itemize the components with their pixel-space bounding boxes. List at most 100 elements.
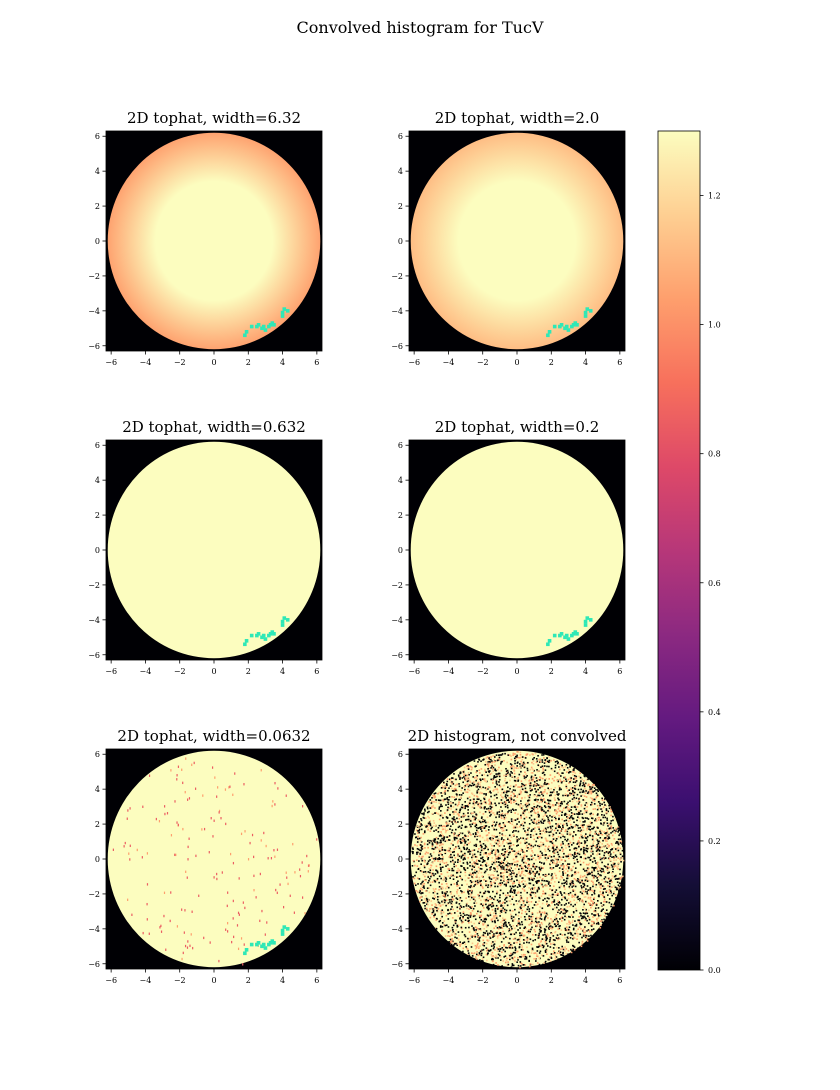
speckle-mark (519, 753, 522, 756)
speckle-mark (615, 855, 618, 858)
speckle-mark (473, 853, 476, 856)
speckle-mark (450, 802, 453, 804)
speckle-mark (574, 851, 576, 854)
speckle-mark (617, 843, 620, 846)
speckle-mark (497, 948, 500, 950)
speckle-mark (531, 915, 534, 918)
speckle-mark (595, 833, 598, 835)
speckle-mark (434, 824, 437, 827)
speckle-mark (259, 872, 261, 876)
speckle-mark (584, 841, 587, 843)
speckle-mark (552, 942, 555, 945)
speckle-mark (450, 874, 453, 877)
speckle-mark (575, 775, 578, 778)
speckle-mark (483, 935, 485, 938)
speckle-mark (585, 796, 588, 798)
speckle-mark (596, 839, 599, 841)
speckle-mark (461, 890, 463, 893)
speckle-mark (566, 807, 569, 809)
speckle-mark (516, 818, 519, 820)
speckle-mark (471, 823, 474, 825)
speckle-mark (460, 926, 463, 929)
speckle-mark (487, 848, 489, 851)
speckle-mark (482, 887, 484, 889)
speckle-mark (617, 857, 620, 859)
speckle-mark (591, 923, 593, 926)
speckle-mark (464, 919, 467, 922)
speckle-mark (421, 885, 424, 887)
speckle-mark (512, 792, 515, 795)
speckle-mark (572, 916, 574, 918)
speckle-mark (490, 881, 493, 884)
speckle-mark (464, 779, 467, 782)
speckle-mark (570, 809, 572, 811)
speckle-mark (571, 881, 573, 884)
speckle-mark (443, 875, 446, 878)
speckle-mark (574, 924, 577, 927)
speckle-mark (487, 852, 490, 855)
speckle-mark (441, 866, 444, 868)
speckle-mark (506, 957, 508, 960)
speckle-mark (497, 850, 500, 852)
speckle-mark (433, 796, 435, 799)
speckle-mark (523, 763, 526, 766)
speckle-mark (294, 871, 296, 874)
speckle-mark (514, 867, 517, 870)
speckle-mark (592, 898, 595, 901)
speckle-mark (163, 891, 166, 895)
speckle-mark (485, 780, 487, 783)
speckle-mark (253, 855, 255, 859)
speckle-mark (429, 881, 432, 884)
speckle-mark (428, 856, 431, 859)
speckle-mark (532, 778, 535, 781)
speckle-mark (438, 850, 441, 853)
speckle-mark (572, 944, 574, 947)
speckle-mark (492, 960, 494, 962)
speckle-mark (465, 905, 468, 907)
speckle-mark (488, 811, 491, 814)
speckle-mark (499, 824, 502, 827)
speckle-mark (576, 901, 578, 904)
speckle-mark (545, 782, 547, 785)
speckle-mark (493, 927, 495, 930)
speckle-mark (479, 928, 482, 930)
speckle-mark (441, 815, 444, 817)
speckle-mark (449, 847, 451, 850)
speckle-mark (580, 856, 582, 858)
speckle-mark (514, 960, 516, 963)
speckle-mark (574, 932, 576, 935)
speckle-mark (540, 805, 543, 808)
speckle-mark (512, 809, 515, 812)
speckle-mark (559, 763, 561, 765)
speckle-mark (610, 877, 613, 880)
speckle-mark (600, 874, 602, 877)
speckle-mark (508, 930, 511, 933)
speckle-mark (482, 931, 485, 934)
speckle-mark (504, 825, 507, 828)
speckle-mark (519, 936, 521, 939)
speckle-mark (510, 791, 512, 793)
speckle-mark (460, 906, 463, 908)
speckle-mark (467, 768, 470, 770)
speckle-mark (536, 804, 539, 807)
speckle-mark (570, 882, 572, 885)
speckle-mark (524, 885, 526, 887)
speckle-mark (556, 762, 559, 765)
speckle-mark (169, 919, 171, 923)
speckle-mark (270, 857, 273, 860)
panel-title: 2D tophat, width=2.0 (435, 109, 600, 127)
speckle-mark (569, 823, 572, 826)
speckle-mark (435, 904, 438, 906)
speckle-mark (489, 937, 492, 939)
speckle-mark (581, 824, 584, 827)
speckle-mark (557, 761, 560, 764)
speckle-mark (504, 902, 506, 904)
speckle-mark (476, 801, 478, 804)
speckle-mark (566, 771, 568, 773)
speckle-mark (527, 801, 529, 804)
speckle-mark (564, 893, 567, 895)
speckle-mark (510, 952, 512, 955)
speckle-mark (414, 884, 417, 887)
speckle-mark (455, 846, 458, 849)
